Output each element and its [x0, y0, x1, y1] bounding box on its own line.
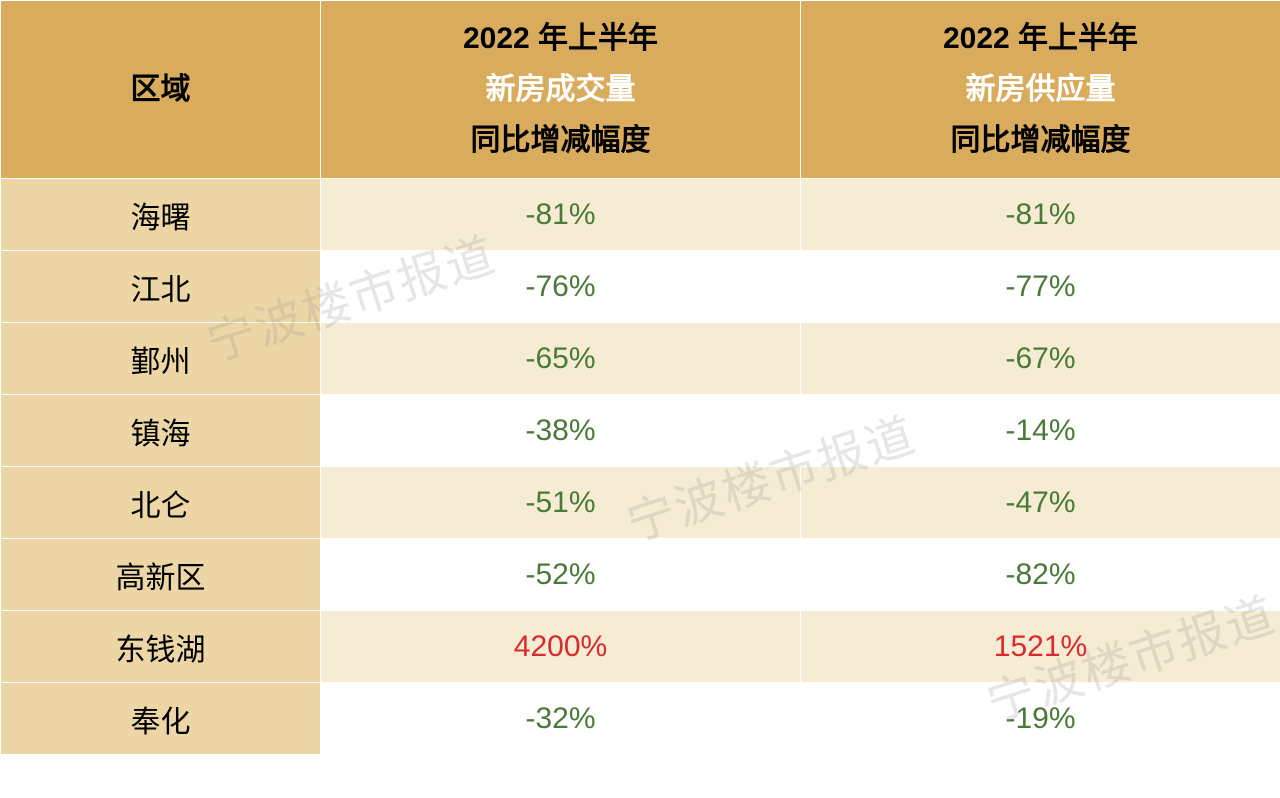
deal-value-cell: -81% — [321, 179, 801, 251]
deal-value-cell: 4200% — [321, 611, 801, 683]
deal-value-cell: -65% — [321, 323, 801, 395]
header-deal-volume: 2022 年上半年 新房成交量 同比增减幅度 — [321, 1, 801, 179]
header-region: 区域 — [1, 1, 321, 179]
header-region-label: 区域 — [131, 73, 191, 106]
table-header-row: 区域 2022 年上半年 新房成交量 同比增减幅度 2022 年上半年 新房供应… — [1, 1, 1280, 179]
supply-value-cell: -47% — [801, 467, 1280, 539]
table-row: 鄞州-65%-67% — [1, 323, 1280, 395]
deal-value-cell: -76% — [321, 251, 801, 323]
region-cell: 东钱湖 — [1, 611, 321, 683]
supply-value-cell: -19% — [801, 683, 1280, 755]
supply-value-cell: 1521% — [801, 611, 1280, 683]
deal-value-cell: -38% — [321, 395, 801, 467]
supply-value-cell: -67% — [801, 323, 1280, 395]
header-deal-line1: 2022 年上半年 — [321, 13, 800, 64]
region-cell: 鄞州 — [1, 323, 321, 395]
region-cell: 海曙 — [1, 179, 321, 251]
supply-value-cell: -82% — [801, 539, 1280, 611]
region-cell: 高新区 — [1, 539, 321, 611]
table-row: 江北-76%-77% — [1, 251, 1280, 323]
deal-value-cell: -32% — [321, 683, 801, 755]
region-cell: 奉化 — [1, 683, 321, 755]
header-supply-volume: 2022 年上半年 新房供应量 同比增减幅度 — [801, 1, 1280, 179]
table-row: 海曙-81%-81% — [1, 179, 1280, 251]
housing-data-table: 区域 2022 年上半年 新房成交量 同比增减幅度 2022 年上半年 新房供应… — [0, 0, 1280, 755]
header-deal-line3: 同比增减幅度 — [321, 115, 800, 166]
region-cell: 镇海 — [1, 395, 321, 467]
table-row: 高新区-52%-82% — [1, 539, 1280, 611]
deal-value-cell: -52% — [321, 539, 801, 611]
table-row: 镇海-38%-14% — [1, 395, 1280, 467]
region-cell: 江北 — [1, 251, 321, 323]
header-supply-line2: 新房供应量 — [801, 64, 1280, 115]
header-supply-line1: 2022 年上半年 — [801, 13, 1280, 64]
supply-value-cell: -14% — [801, 395, 1280, 467]
table-row: 奉化-32%-19% — [1, 683, 1280, 755]
table-body: 海曙-81%-81%江北-76%-77%鄞州-65%-67%镇海-38%-14%… — [1, 179, 1280, 755]
supply-value-cell: -81% — [801, 179, 1280, 251]
header-deal-line2: 新房成交量 — [321, 64, 800, 115]
table-row: 北仑-51%-47% — [1, 467, 1280, 539]
supply-value-cell: -77% — [801, 251, 1280, 323]
region-cell: 北仑 — [1, 467, 321, 539]
deal-value-cell: -51% — [321, 467, 801, 539]
table-row: 东钱湖4200%1521% — [1, 611, 1280, 683]
header-supply-line3: 同比增减幅度 — [801, 115, 1280, 166]
